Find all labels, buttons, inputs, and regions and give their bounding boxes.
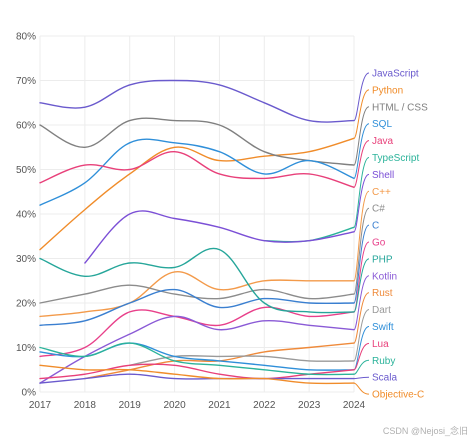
series-line-go	[39, 306, 355, 358]
series-line-kotlin	[39, 315, 355, 384]
legend-label: JavaScript	[372, 69, 419, 80]
legend-label: C#	[372, 204, 385, 215]
series-line-scala	[39, 373, 355, 384]
legend-connector	[353, 359, 370, 375]
y-tick-label: 10%	[16, 343, 36, 354]
legend-label: Kotlin	[372, 271, 397, 282]
legend-connector	[353, 123, 370, 179]
legend-label: Dart	[372, 305, 391, 316]
legend-connector	[353, 72, 370, 122]
series-line-c-	[39, 271, 355, 318]
y-tick-label: 30%	[16, 254, 36, 265]
legend-label: Rust	[372, 288, 393, 299]
grid	[39, 35, 355, 393]
series-line-objective-c	[39, 364, 355, 385]
legend-connector	[353, 89, 370, 139]
x-tick-label: 2018	[74, 400, 97, 411]
legend-connector	[353, 258, 370, 313]
legend-connector	[353, 376, 370, 380]
legend-connector	[353, 326, 370, 371]
y-tick-label: 40%	[16, 210, 36, 221]
series-line-javascript	[39, 79, 355, 123]
y-tick-label: 70%	[16, 76, 36, 87]
legend-label: Scala	[372, 373, 397, 384]
series-line-dart	[129, 354, 355, 366]
y-tick-label: 50%	[16, 165, 36, 176]
legend: JavaScript Python HTML / CSS SQL Java TypeScr…	[372, 69, 428, 401]
legend-connector	[353, 190, 370, 282]
legend-connector	[353, 275, 370, 331]
x-axis-ticks: 2017 2018 2019 2020 2021 2022 2023 2024	[29, 400, 366, 411]
series-line-java	[39, 150, 355, 188]
legend-label: Lua	[372, 339, 389, 350]
legend-label: Ruby	[372, 356, 395, 367]
y-tick-label: 20%	[16, 299, 36, 310]
y-tick-label: 60%	[16, 121, 36, 132]
y-axis-ticks: 0% 10% 20% 30% 40% 50% 60% 70% 80%	[16, 32, 36, 399]
watermark: CSDN @Nejosi_念旧	[382, 426, 468, 436]
legend-connector	[353, 309, 370, 362]
x-tick-label: 2023	[298, 400, 321, 411]
legend-label: TypeScript	[372, 153, 419, 164]
legend-label: Python	[372, 85, 403, 96]
legend-connector	[353, 157, 370, 228]
legend-label: HTML / CSS	[372, 102, 428, 113]
x-tick-label: 2024	[343, 400, 366, 411]
legend-connector	[353, 173, 370, 233]
x-tick-label: 2021	[208, 400, 231, 411]
legend-connector	[353, 342, 370, 371]
series-line-c	[39, 288, 355, 326]
legend-label: Objective-C	[372, 390, 424, 401]
x-tick-label: 2017	[29, 400, 52, 411]
series-line-sql	[39, 138, 355, 206]
legend-label: Swift	[372, 322, 394, 333]
series-lines	[39, 79, 355, 385]
legend-connectors	[353, 72, 370, 395]
legend-label: Java	[372, 136, 394, 147]
legend-connector	[353, 382, 370, 395]
series-line-python	[39, 137, 355, 251]
legend-label: PHP	[372, 254, 393, 265]
legend-label: Shell	[372, 170, 394, 181]
y-tick-label: 80%	[16, 32, 36, 43]
legend-connector	[353, 207, 370, 295]
y-tick-label: 0%	[22, 388, 37, 399]
legend-label: C++	[372, 187, 391, 198]
legend-connector	[353, 224, 370, 304]
series-line-shell	[84, 210, 355, 264]
series-line-c-	[39, 284, 355, 304]
legend-label: C	[372, 221, 379, 232]
legend-connector	[353, 106, 370, 166]
legend-label: Go	[372, 238, 386, 249]
x-tick-label: 2022	[253, 400, 276, 411]
x-tick-label: 2019	[119, 400, 142, 411]
series-line-php	[39, 247, 355, 314]
legend-connector	[353, 292, 370, 344]
legend-connector	[353, 140, 370, 188]
series-line-ruby	[39, 342, 355, 376]
series-line-html-css	[39, 117, 355, 166]
legend-label: SQL	[372, 119, 392, 130]
x-tick-label: 2020	[163, 400, 186, 411]
